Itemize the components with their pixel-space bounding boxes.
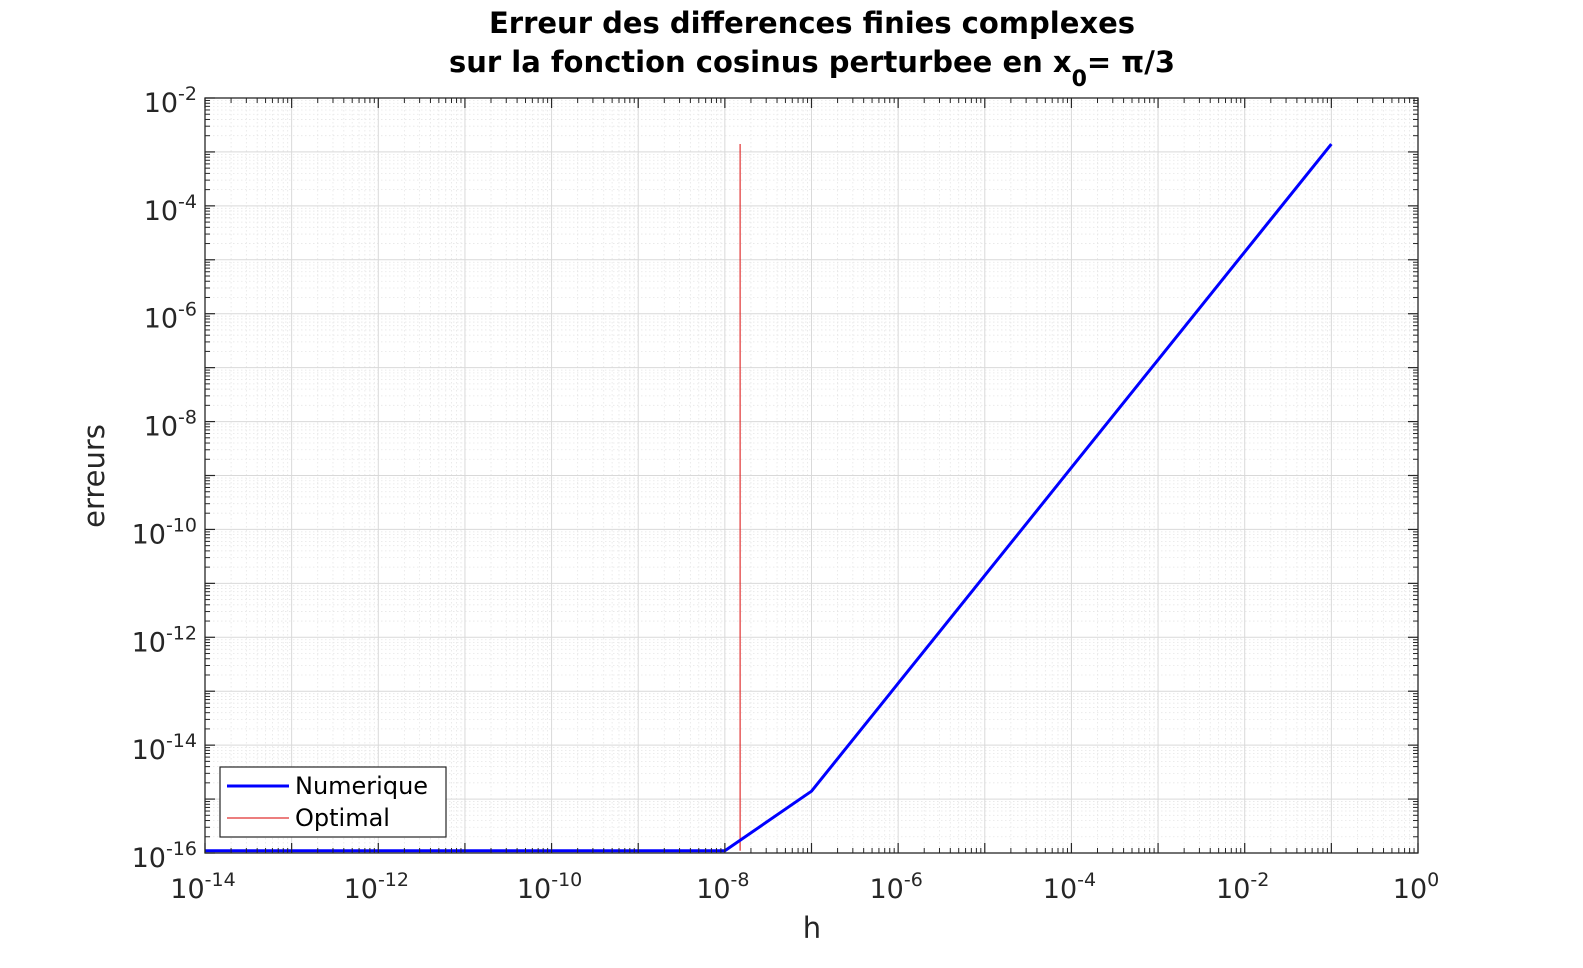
y-tick-label: 10-6 bbox=[144, 299, 197, 335]
y-tick-label: 10-4 bbox=[144, 191, 197, 227]
x-tick-label-exponent: -4 bbox=[1077, 869, 1096, 891]
x-tick-label-base: 10 bbox=[1216, 874, 1250, 905]
y-tick-label-exponent: -8 bbox=[178, 407, 197, 429]
chart-title-line2-prefix: sur la fonction cosinus perturbee en x bbox=[449, 45, 1072, 79]
series-line-numerique bbox=[205, 143, 1333, 853]
x-tick-label-base: 10 bbox=[344, 874, 378, 905]
y-axis-label: erreurs bbox=[77, 424, 111, 528]
x-axis-label: h bbox=[803, 911, 821, 945]
series-layer bbox=[205, 143, 1333, 853]
legend-label-numerique: Numerique bbox=[295, 772, 428, 800]
x-tick-label-base: 10 bbox=[696, 874, 730, 905]
tick-marks bbox=[204, 97, 1419, 854]
y-tick-label-base: 10 bbox=[132, 843, 166, 874]
y-tick-label-exponent: -2 bbox=[178, 83, 197, 105]
y-tick-label-base: 10 bbox=[144, 88, 178, 119]
y-tick-label-exponent: -4 bbox=[178, 191, 197, 213]
x-tick-label-base: 10 bbox=[517, 874, 551, 905]
x-tick-label-exponent: -14 bbox=[205, 869, 236, 891]
y-tick-label: 10-12 bbox=[132, 622, 197, 658]
y-tick-label-base: 10 bbox=[132, 519, 166, 550]
chart-title-subscript: 0 bbox=[1072, 67, 1087, 92]
x-tick-label: 10-4 bbox=[1043, 869, 1096, 905]
x-tick-label-base: 10 bbox=[1393, 874, 1427, 905]
y-tick-label: 10-16 bbox=[132, 838, 197, 874]
y-tick-label-base: 10 bbox=[132, 627, 166, 658]
x-tick-label: 10-14 bbox=[170, 869, 235, 905]
x-tick-label-exponent: -2 bbox=[1250, 869, 1269, 891]
y-tick-label-exponent: -6 bbox=[178, 299, 197, 321]
x-tick-label-exponent: -10 bbox=[551, 869, 582, 891]
y-tick-label-base: 10 bbox=[132, 735, 166, 766]
y-tick-label-exponent: -10 bbox=[166, 514, 197, 536]
x-tick-label: 10-2 bbox=[1216, 869, 1269, 905]
x-tick-label-exponent: -12 bbox=[378, 869, 409, 891]
x-tick-label: 10-10 bbox=[517, 869, 582, 905]
legend-label-optimal: Optimal bbox=[295, 804, 390, 832]
y-tick-label-exponent: -14 bbox=[166, 730, 197, 752]
y-tick-label-exponent: -12 bbox=[166, 622, 197, 644]
x-tick-label: 10-6 bbox=[869, 869, 922, 905]
x-tick-label-base: 10 bbox=[170, 874, 204, 905]
y-tick-label-base: 10 bbox=[144, 304, 178, 335]
x-tick-label-base: 10 bbox=[869, 874, 903, 905]
x-tick-label-base: 10 bbox=[1043, 874, 1077, 905]
x-tick-label: 10-12 bbox=[344, 869, 409, 905]
major-grid bbox=[205, 98, 1418, 853]
y-tick-label: 10-14 bbox=[132, 730, 197, 766]
x-tick-label-exponent: -8 bbox=[731, 869, 750, 891]
chart-title-line1: Erreur des differences finies complexes bbox=[489, 6, 1135, 40]
x-tick-label-exponent: -6 bbox=[904, 869, 923, 891]
x-tick-label: 100 bbox=[1393, 869, 1439, 905]
legend: Numerique Optimal bbox=[219, 766, 447, 838]
y-tick-label-base: 10 bbox=[144, 196, 178, 227]
chart-title-line2-suffix: = π/3 bbox=[1087, 45, 1175, 79]
chart-title-line2: sur la fonction cosinus perturbee en x0=… bbox=[449, 45, 1175, 92]
x-tick-labels: 10-14 10-12 10-10 10-8 10-6 10-4 10-2 100 bbox=[170, 869, 1439, 905]
legend-box bbox=[219, 766, 447, 838]
y-tick-label-base: 10 bbox=[144, 412, 178, 443]
x-tick-label: 10-8 bbox=[696, 869, 749, 905]
y-tick-label: 10-10 bbox=[132, 514, 197, 550]
y-tick-label: 10-8 bbox=[144, 407, 197, 443]
y-tick-label: 10-2 bbox=[144, 83, 197, 119]
y-tick-label-exponent: -16 bbox=[166, 838, 197, 860]
x-tick-label-exponent: 0 bbox=[1427, 869, 1439, 891]
